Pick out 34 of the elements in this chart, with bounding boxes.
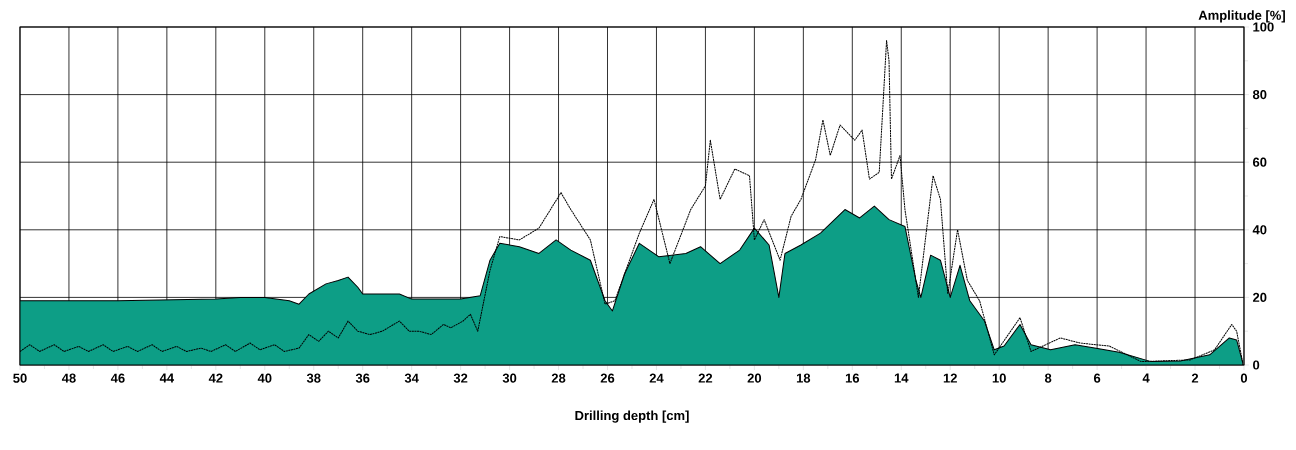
x-tick-label: 40	[257, 373, 272, 383]
y-tick-label: 100	[1253, 22, 1274, 32]
y-tick-label: 40	[1252, 225, 1267, 235]
x-tick-label: 10	[992, 373, 1006, 383]
x-tick-label: 34	[404, 373, 419, 383]
x-tick-label: 16	[845, 373, 860, 383]
x-tick-label: 46	[110, 373, 125, 383]
y-tick-label: 0	[1253, 360, 1260, 370]
y-tick-label: 20	[1252, 292, 1267, 302]
x-tick-label: 38	[306, 373, 321, 383]
y-tick-label: 60	[1252, 157, 1267, 167]
x-tick-label: 26	[600, 373, 615, 383]
x-tick-label: 6	[1093, 373, 1101, 383]
x-tick-label: 30	[502, 373, 517, 383]
x-tick-label: 22	[698, 373, 713, 383]
x-tick-label: 2	[1191, 373, 1199, 383]
x-axis-title: Drilling depth [cm]	[575, 410, 689, 423]
x-tick-label: 24	[649, 373, 664, 383]
x-tick-label: 14	[894, 373, 909, 383]
x-tick-label: 4	[1142, 373, 1150, 383]
x-tick-label: 48	[61, 373, 76, 383]
x-tick-label: 36	[355, 373, 370, 383]
y-tick-label: 80	[1252, 89, 1267, 100]
x-tick-label: 44	[159, 373, 175, 383]
y-axis-title: Amplitude [%]	[1198, 10, 1285, 23]
x-tick-label: 0	[1240, 373, 1248, 383]
x-tick-label: 28	[551, 373, 566, 383]
x-tick-label: 20	[747, 373, 762, 383]
x-tick-label: 18	[796, 373, 811, 383]
x-tick-label: 12	[943, 373, 957, 383]
x-tick-label: 32	[453, 373, 468, 383]
x-tick-label: 8	[1044, 373, 1052, 383]
x-tick-label: 50	[13, 373, 27, 383]
x-tick-label: 42	[208, 373, 223, 383]
